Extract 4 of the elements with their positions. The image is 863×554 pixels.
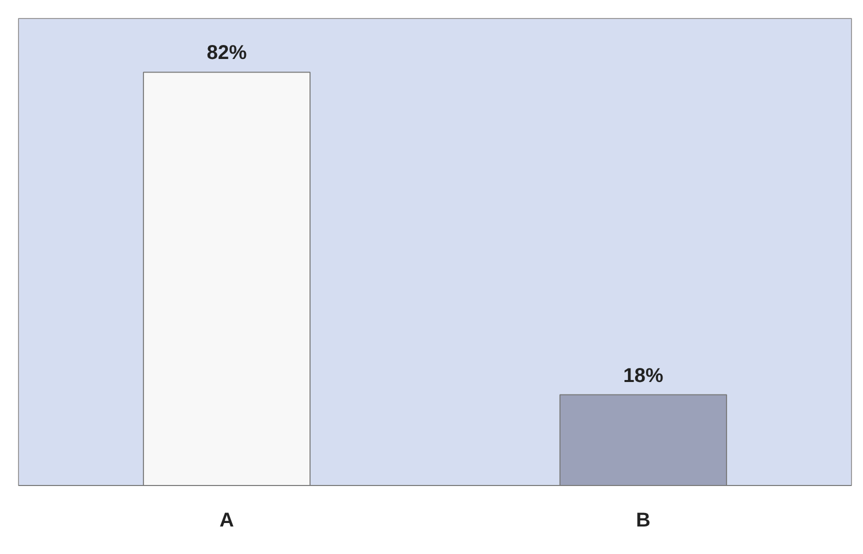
x-tick-label: A <box>220 510 234 532</box>
data-label: 82% <box>206 42 247 64</box>
data-label: 18% <box>623 364 664 387</box>
x-tick-label: B <box>636 510 650 532</box>
